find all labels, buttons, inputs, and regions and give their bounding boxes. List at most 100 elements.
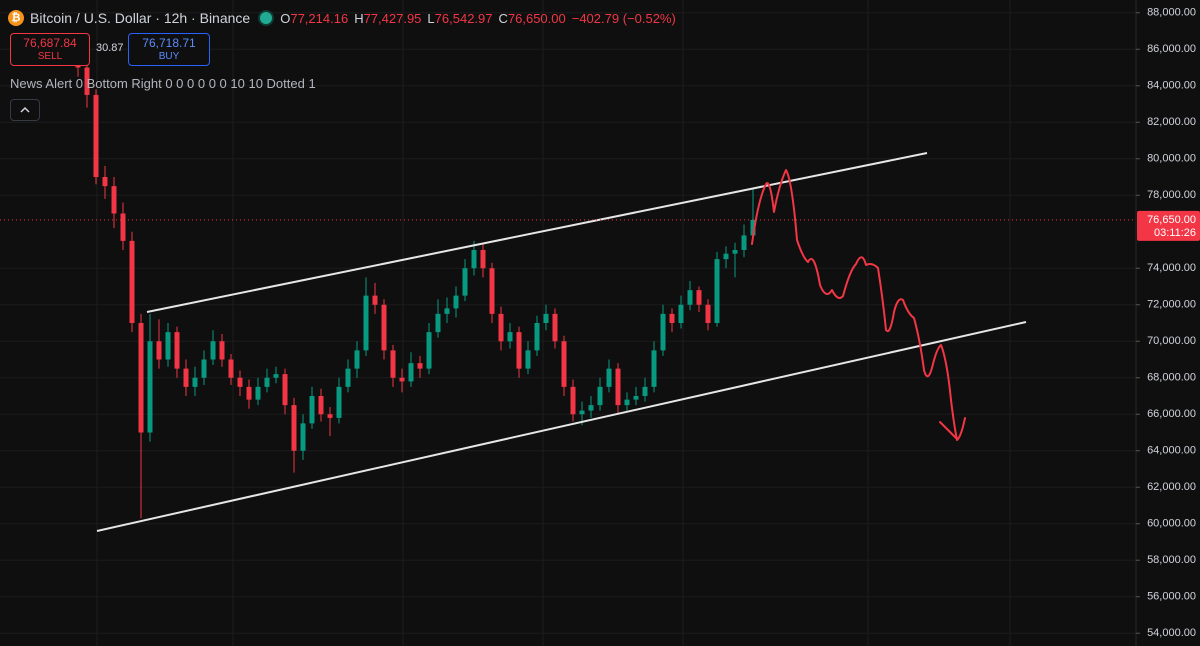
candle-body — [255, 386, 261, 400]
y-tick-label: 60,000.00 — [1147, 518, 1196, 530]
lower-trend-line — [96, 321, 1027, 532]
candle-body — [399, 377, 405, 382]
indicator-legend[interactable]: News Alert 0 Bottom Right 0 0 0 0 0 0 10… — [10, 76, 316, 91]
candle-body — [525, 350, 531, 369]
ohlc-label: H — [354, 10, 364, 26]
symbol-title[interactable]: Bitcoin / U.S. Dollar · 12h · Binance — [30, 10, 251, 26]
candles — [75, 34, 756, 519]
candle-body — [264, 377, 270, 387]
candle-body — [138, 323, 144, 433]
candle-body — [84, 67, 90, 95]
candle-body — [516, 332, 522, 369]
candle-body — [534, 323, 540, 351]
projection-drawing — [939, 421, 957, 439]
candle-body — [714, 259, 720, 323]
candle-body — [129, 240, 135, 323]
candle-body — [444, 308, 450, 314]
candle-body — [741, 235, 747, 251]
candle-body — [579, 410, 585, 415]
candle-body — [336, 386, 342, 418]
collapse-button[interactable] — [10, 99, 40, 121]
ohlc-value: 76,650.00 — [507, 10, 566, 26]
candle-body — [120, 213, 126, 241]
symbol-header: ₿ Bitcoin / U.S. Dollar · 12h · Binance … — [8, 8, 676, 28]
candle-body — [543, 313, 549, 323]
candle-body — [723, 253, 729, 260]
y-tick-label: 72,000.00 — [1147, 299, 1196, 311]
spread: 30.87 — [96, 42, 124, 54]
candle-body — [426, 332, 432, 369]
ohlc-value: 77,214.16 — [290, 10, 349, 26]
candle-body — [372, 295, 378, 305]
candle-body — [111, 186, 117, 214]
y-tick-label: 82,000.00 — [1147, 116, 1196, 128]
y-tick-label: 74,000.00 — [1147, 262, 1196, 274]
candle-body — [354, 350, 360, 369]
candle-body — [435, 313, 441, 333]
y-tick-label: 78,000.00 — [1147, 189, 1196, 201]
candle-body — [552, 313, 558, 342]
candle-body — [561, 341, 567, 387]
candle-body — [696, 290, 702, 305]
sell-label: SELL — [37, 50, 63, 62]
ohlc-value: 77,427.95 — [363, 10, 422, 26]
candle-body — [300, 423, 306, 451]
candle-body — [147, 341, 153, 433]
candle-body — [498, 313, 504, 342]
sell-price: 76,687.84 — [23, 35, 77, 50]
candle-body — [309, 395, 315, 424]
candle-body — [678, 304, 684, 323]
candle-body — [318, 395, 324, 415]
y-tick-label: 66,000.00 — [1147, 408, 1196, 420]
candle-body — [201, 359, 207, 378]
coin-icon: ₿ — [8, 10, 24, 26]
candle-body — [570, 386, 576, 415]
candle-body — [192, 377, 198, 387]
candle-body — [489, 268, 495, 314]
y-tick-label: 70,000.00 — [1147, 335, 1196, 347]
buy-label: BUY — [158, 50, 180, 62]
candle-body — [408, 363, 414, 382]
candle-body — [687, 290, 693, 305]
chevron-icon — [20, 106, 30, 113]
price-axis: 54,000.00 56,000.00 58,000.00 60,000.00 62,0… — [0, 7, 1200, 639]
current-price-label: 76,650.00 — [1147, 214, 1196, 226]
horizontal-grid — [0, 12, 1136, 634]
candle-body — [156, 341, 162, 360]
y-tick-label: 62,000.00 — [1147, 481, 1196, 493]
y-tick-label: 58,000.00 — [1147, 554, 1196, 566]
candle-body — [390, 350, 396, 378]
candle-body — [642, 386, 648, 396]
y-tick-label: 86,000.00 — [1147, 43, 1196, 55]
candle-body — [615, 368, 621, 406]
buy-button[interactable]: 76,718.71 BUY — [128, 33, 210, 66]
candle-body — [660, 313, 666, 351]
sell-button[interactable]: 76,687.84 SELL — [10, 33, 90, 66]
y-tick-label: 80,000.00 — [1147, 153, 1196, 165]
candle-body — [291, 405, 297, 451]
candle-body — [507, 332, 513, 342]
buy-price: 76,718.71 — [142, 35, 196, 50]
upper-trend-line — [146, 152, 928, 313]
y-tick-label: 88,000.00 — [1147, 7, 1196, 19]
candle-body — [174, 332, 180, 369]
y-tick-label: 56,000.00 — [1147, 591, 1196, 603]
y-tick-label: 54,000.00 — [1147, 627, 1196, 639]
candle-body — [102, 177, 108, 187]
y-tick-label: 64,000.00 — [1147, 445, 1196, 457]
y-tick-label: 68,000.00 — [1147, 372, 1196, 384]
candle-body — [246, 386, 252, 400]
ohlc-label: O — [280, 10, 291, 26]
candle-body — [219, 341, 225, 360]
current-price-box — [1137, 210, 1200, 241]
candle-body — [210, 341, 216, 360]
candle-body — [381, 304, 387, 351]
candle-body — [669, 313, 675, 323]
candle-body — [453, 295, 459, 309]
candle-body — [345, 368, 351, 387]
candle-body — [282, 374, 288, 406]
candle-body — [633, 395, 639, 400]
y-tick-label: 84,000.00 — [1147, 80, 1196, 92]
candle-body — [651, 350, 657, 387]
